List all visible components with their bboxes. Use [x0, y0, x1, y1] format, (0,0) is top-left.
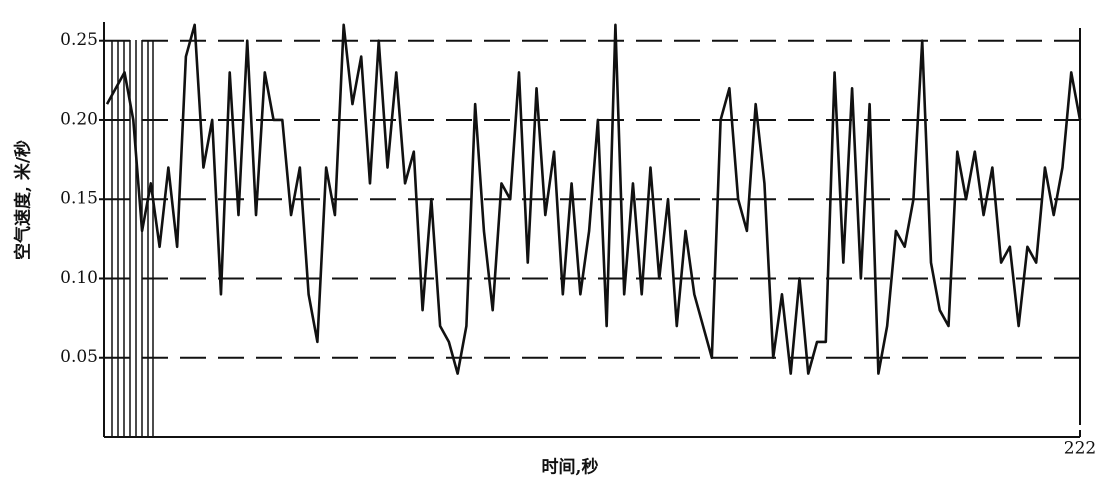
y-tick-label: 0.05	[60, 347, 98, 367]
y-tick-label: 0.20	[60, 109, 98, 129]
y-axis-label: 空气速度, 米/秒	[13, 140, 34, 260]
x-tick-label: 222	[1064, 439, 1096, 459]
y-tick-label: 0.15	[60, 189, 98, 209]
left-decoration	[111, 40, 154, 437]
x-axis-label: 时间,秒	[542, 457, 599, 478]
y-tick-label: 0.25	[60, 30, 98, 50]
y-tick-label: 0.10	[60, 268, 98, 288]
data-line	[105, 23, 1082, 375]
